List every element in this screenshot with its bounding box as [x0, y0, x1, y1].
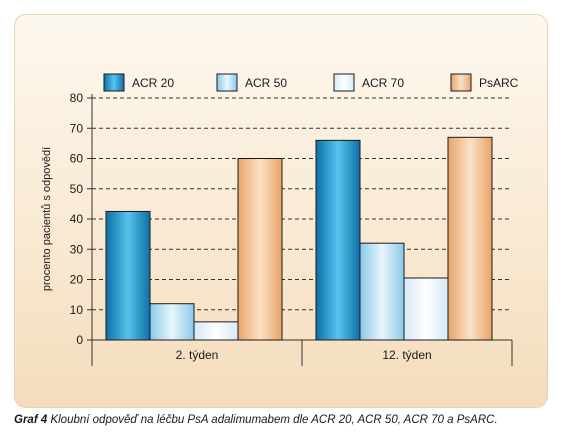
bar-psarc [447, 136, 493, 341]
bar-acr-50 [149, 303, 195, 341]
legend-label: PsARC [479, 76, 519, 90]
x-category-label: 12. týden [382, 348, 431, 362]
caption-label: Graf 4 [14, 414, 48, 426]
bar-acr-20 [315, 139, 361, 341]
legend-swatch [216, 73, 238, 92]
legend-swatch [333, 73, 355, 92]
legend-swatch [450, 73, 472, 92]
y-tick-label: 30 [70, 242, 84, 256]
legend-swatch [103, 73, 125, 92]
y-tick-label: 10 [70, 303, 84, 317]
y-tick-label: 50 [70, 182, 84, 196]
y-tick-label: 70 [70, 121, 84, 135]
y-tick-label: 40 [70, 212, 84, 226]
legend-label: ACR 50 [245, 76, 287, 90]
x-category-label: 2. týden [176, 348, 219, 362]
y-tick-label: 80 [70, 91, 84, 105]
caption-text: Kloubní odpověď na léčbu PsA adalimumabe… [50, 414, 498, 426]
bar-acr-70 [193, 321, 239, 341]
y-axis-label: procento pacientů s odpovědí [41, 147, 53, 291]
y-tick-label: 0 [76, 333, 83, 347]
bar-chart: 0 10 20 30 40 50 60 70 80 2. týden 12. týden procen… [41, 73, 519, 366]
y-tick-label: 20 [70, 273, 84, 287]
bar-psarc [237, 158, 283, 341]
bar-acr-20 [105, 210, 151, 341]
bar-acr-50 [359, 242, 405, 341]
figure-caption: Graf 4 Kloubní odpověď na léčbu PsA adal… [14, 414, 498, 426]
y-tick-label: 60 [70, 152, 84, 166]
legend-label: ACR 70 [362, 76, 404, 90]
bar-acr-70 [403, 277, 449, 341]
legend-label: ACR 20 [132, 76, 174, 90]
